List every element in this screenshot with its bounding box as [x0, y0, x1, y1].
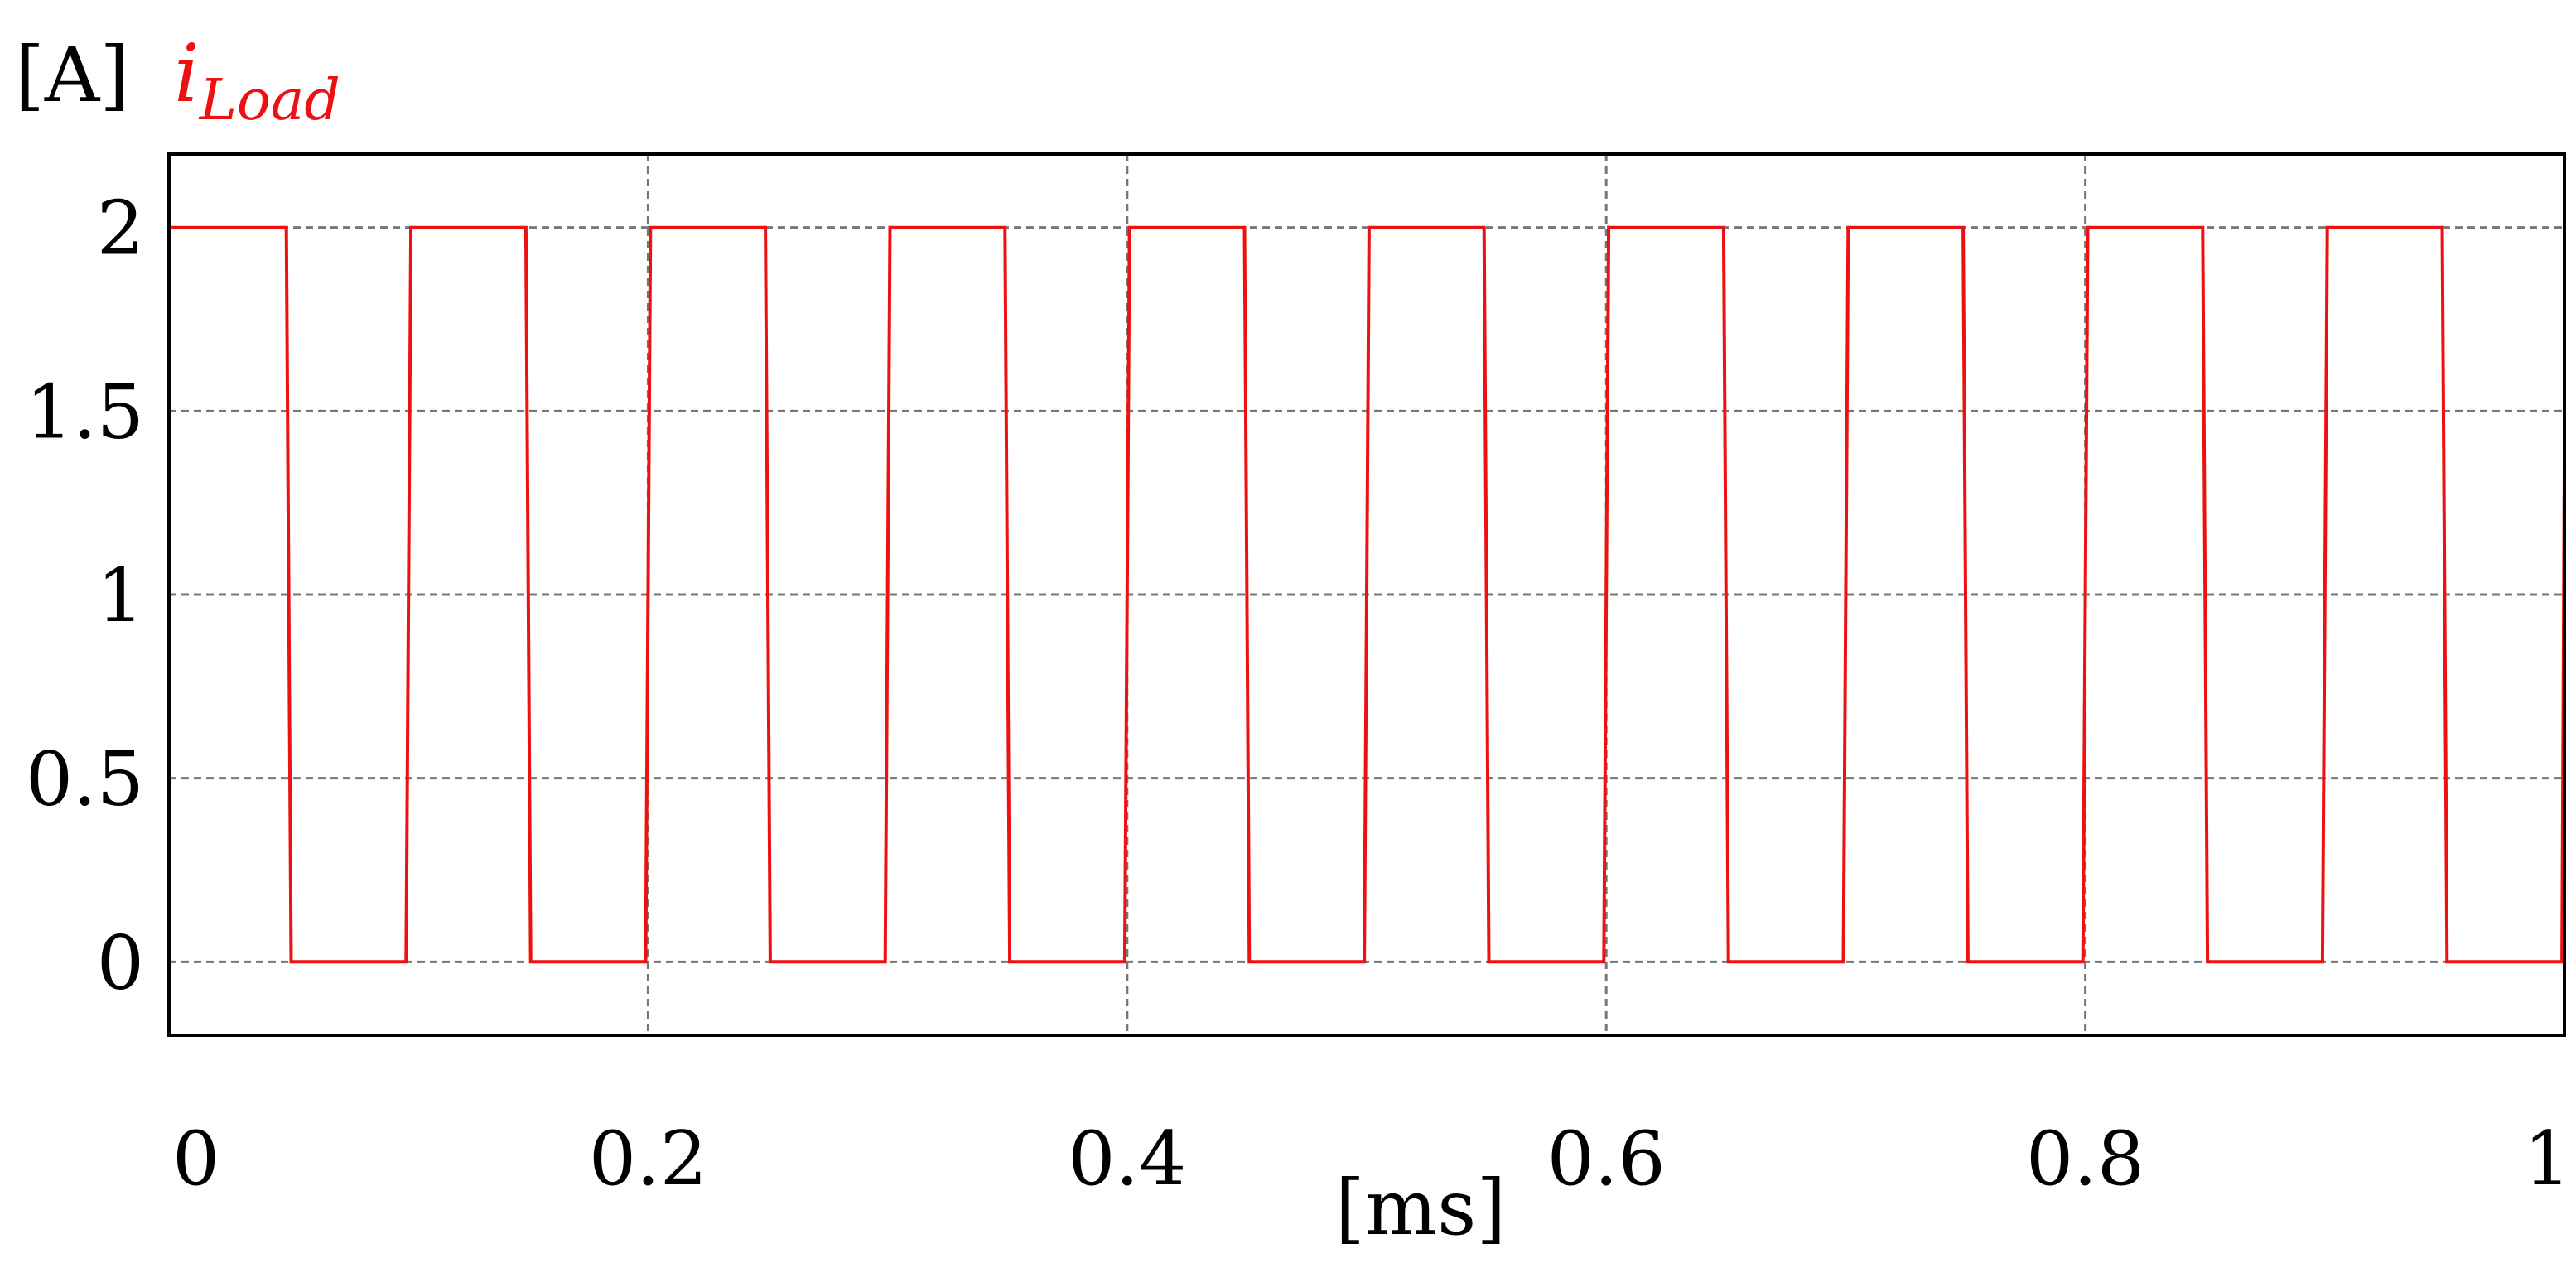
x-tick-label-1: 0.2 — [589, 1116, 707, 1203]
series-label-base: i — [174, 27, 200, 120]
y-tick-label-4: 2 — [97, 186, 144, 272]
y-tick-label-0: 0 — [97, 919, 144, 1006]
x-tick-label-2: 0.4 — [1068, 1116, 1186, 1203]
y-tick-label-2: 1 — [97, 552, 144, 639]
y-tick-label-3: 1.5 — [26, 369, 144, 456]
y-tick-labels: 0 0.5 1 1.5 2 — [26, 186, 144, 1007]
x-tick-label-4: 0.8 — [2026, 1116, 2144, 1203]
series-layer — [169, 225, 2566, 964]
y-unit-label: [A] — [15, 31, 129, 119]
x-unit-label: [ms] — [1335, 1164, 1506, 1252]
x-tick-labels: 0 0.2 0.4 0.6 0.8 1 — [172, 1116, 2571, 1203]
plot-frame — [167, 152, 2566, 1037]
y-tick-label-1: 0.5 — [26, 736, 144, 823]
series-label: iLoad — [174, 27, 340, 133]
x-tick-label-0: 0 — [172, 1116, 219, 1203]
x-tick-label-5: 1 — [2524, 1116, 2571, 1203]
series-label-subscript: Load — [198, 68, 340, 133]
series-line-0 — [169, 225, 2566, 964]
x-tick-label-3: 0.6 — [1547, 1116, 1666, 1203]
